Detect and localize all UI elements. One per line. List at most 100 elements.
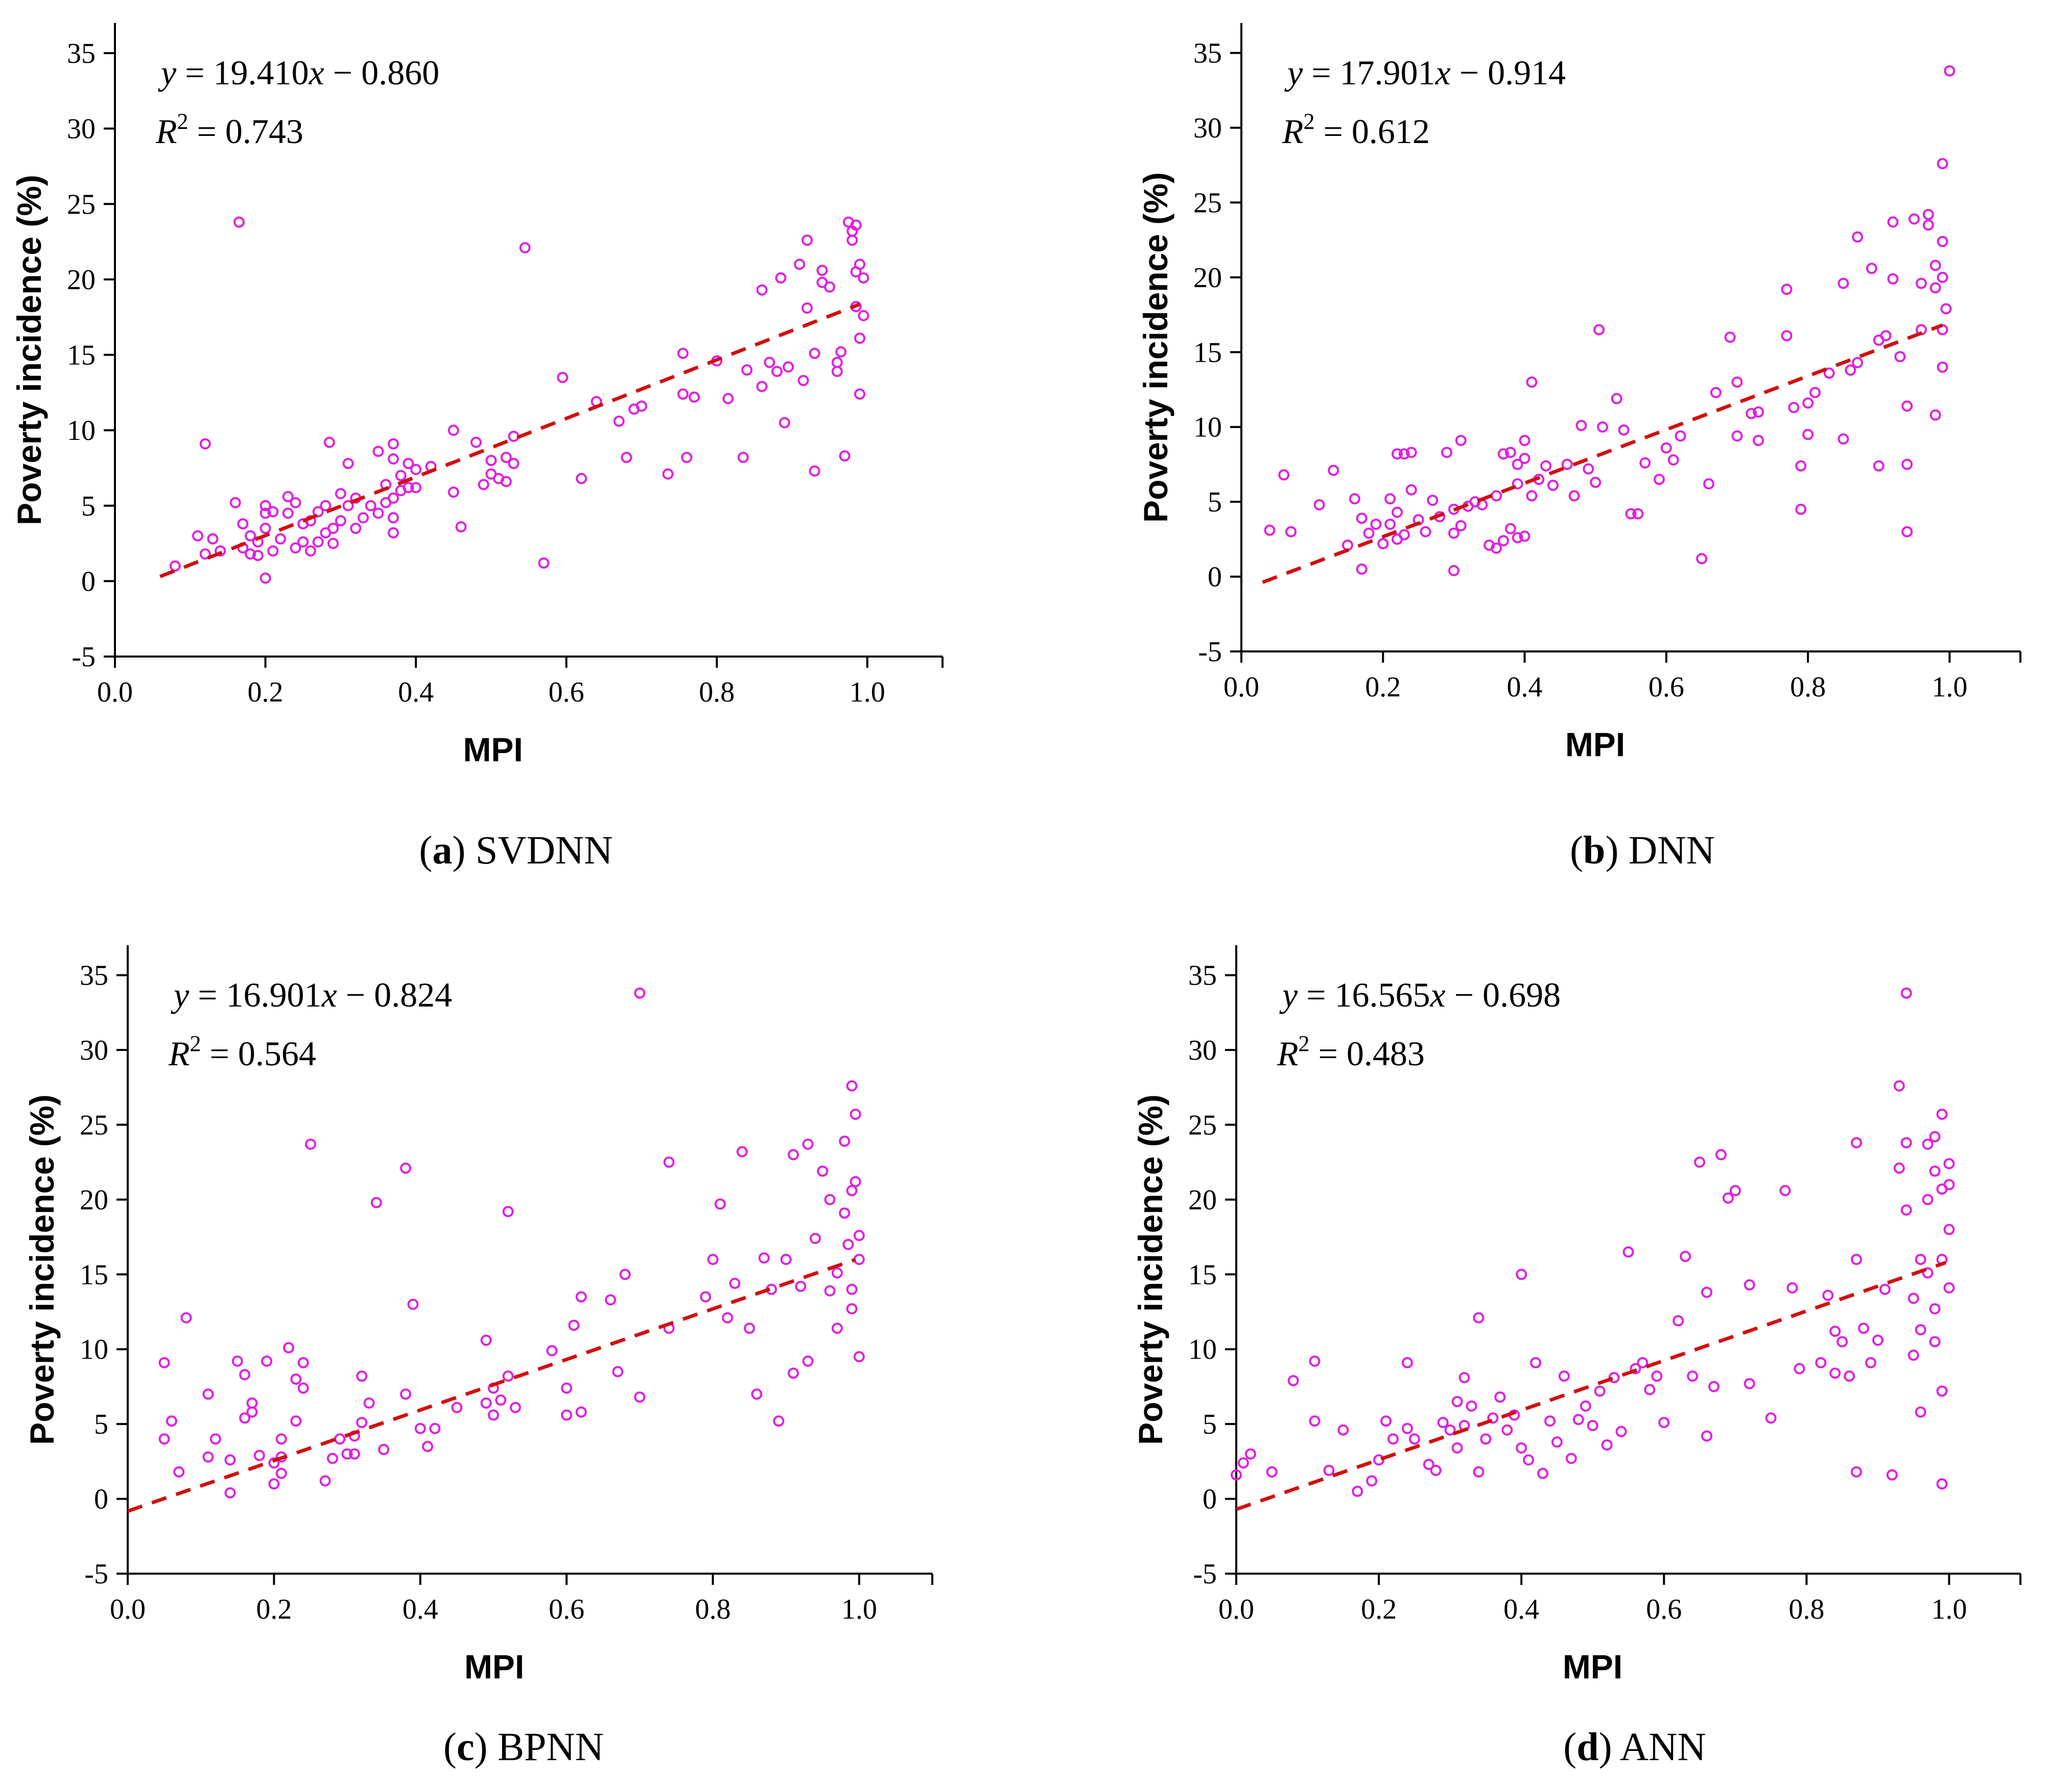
data-point <box>853 1351 865 1363</box>
data-point <box>229 497 241 508</box>
data-point <box>199 438 211 450</box>
data-point <box>1448 565 1459 576</box>
data-point <box>282 491 294 503</box>
data-point <box>801 235 813 246</box>
x-tick-label: 0.0 <box>110 1594 146 1625</box>
data-point <box>246 1406 258 1418</box>
data-point <box>1309 1355 1321 1367</box>
data-point <box>1922 1267 1934 1279</box>
data-point <box>1323 1464 1335 1476</box>
data-point <box>341 1448 353 1460</box>
r-squared: R2 = 0.564 <box>168 1031 316 1073</box>
data-point <box>233 216 245 228</box>
panel-caption: (c) BPNN <box>443 1724 604 1769</box>
data-point <box>1437 1417 1449 1429</box>
r-squared: R2 = 0.743 <box>155 109 303 151</box>
x-tick-label: 0.2 <box>1365 671 1401 703</box>
data-point <box>1551 1436 1563 1448</box>
y-tick-label: 25 <box>67 189 96 220</box>
data-point <box>662 468 674 480</box>
data-point <box>1829 1367 1841 1379</box>
data-point <box>1392 448 1403 460</box>
x-tick-label: 0.6 <box>549 676 584 708</box>
data-point <box>342 500 354 511</box>
data-point <box>372 446 384 457</box>
data-point <box>202 1451 214 1463</box>
data-point <box>422 1441 434 1453</box>
r-squared-value: = 0.564 <box>201 1034 316 1073</box>
data-point <box>1937 158 1948 170</box>
data-point <box>1701 1430 1712 1442</box>
data-point <box>1384 519 1396 530</box>
data-point <box>634 987 646 999</box>
data-point <box>1880 330 1892 342</box>
data-point <box>1901 458 1913 470</box>
r-squared-sup: 2 <box>177 109 189 134</box>
data-point <box>1401 1422 1413 1434</box>
data-point <box>839 450 851 462</box>
data-point <box>1377 538 1389 550</box>
data-point <box>846 235 858 246</box>
y-tick-label: 20 <box>1188 1184 1217 1216</box>
data-point <box>173 1466 185 1478</box>
data-point <box>1622 1246 1634 1258</box>
data-point <box>824 281 836 293</box>
y-tick-label: 20 <box>80 1184 108 1216</box>
data-point <box>677 388 689 400</box>
data-point <box>1701 1287 1712 1298</box>
data-point <box>1231 1469 1242 1481</box>
data-point <box>267 545 279 557</box>
x-tick-label: 0.8 <box>1790 671 1826 703</box>
data-point <box>1430 1464 1442 1476</box>
x-tick-label: 0.2 <box>256 1594 292 1625</box>
data-point <box>1380 1415 1392 1427</box>
data-point <box>1753 406 1764 418</box>
data-point <box>839 1207 851 1219</box>
data-point <box>1836 1336 1848 1348</box>
data-point <box>297 1357 309 1369</box>
data-point <box>1765 1412 1777 1424</box>
data-point <box>1887 216 1899 228</box>
data-point <box>1387 1433 1399 1445</box>
data-point <box>410 482 422 494</box>
data-point <box>831 1267 843 1279</box>
panel-caption: (a) SVDNN <box>419 828 613 872</box>
r-squared-r: R <box>1277 1034 1299 1073</box>
data-point <box>448 486 459 498</box>
x-tick-label: 0.2 <box>248 676 284 708</box>
data-point <box>335 488 346 500</box>
data-point <box>1575 419 1587 431</box>
data-point <box>1244 1448 1256 1460</box>
data-point <box>846 1303 858 1315</box>
data-point <box>261 1355 273 1367</box>
data-point <box>1401 1357 1413 1369</box>
data-point <box>1473 1466 1485 1478</box>
data-point <box>239 1412 251 1424</box>
y-axis-title: Poverty incidence (%) <box>1137 172 1174 523</box>
data-point <box>519 242 531 253</box>
data-point <box>1915 277 1927 289</box>
x-tick-label: 0.4 <box>1507 671 1543 703</box>
x-tick-label: 0.6 <box>1646 1594 1682 1625</box>
caption-model-name: ANN <box>1620 1724 1706 1769</box>
data-point <box>1285 526 1297 537</box>
data-point <box>700 1291 712 1303</box>
data-point <box>1900 1204 1912 1216</box>
data-point <box>290 497 301 508</box>
data-point <box>557 371 569 383</box>
data-point <box>677 347 689 359</box>
data-point <box>1264 524 1276 536</box>
data-point <box>751 1388 763 1400</box>
data-point <box>802 1355 814 1367</box>
data-point <box>410 463 422 475</box>
equation-slope: = 19.410 <box>176 53 309 92</box>
x-tick-label: 0.4 <box>403 1594 438 1625</box>
data-point <box>1547 479 1559 491</box>
data-point <box>780 1254 792 1265</box>
data-point <box>744 1322 756 1334</box>
data-point <box>722 1312 734 1324</box>
data-point <box>1815 1357 1827 1369</box>
data-point <box>1568 490 1580 502</box>
data-point <box>850 219 862 231</box>
data-point <box>809 1233 821 1244</box>
